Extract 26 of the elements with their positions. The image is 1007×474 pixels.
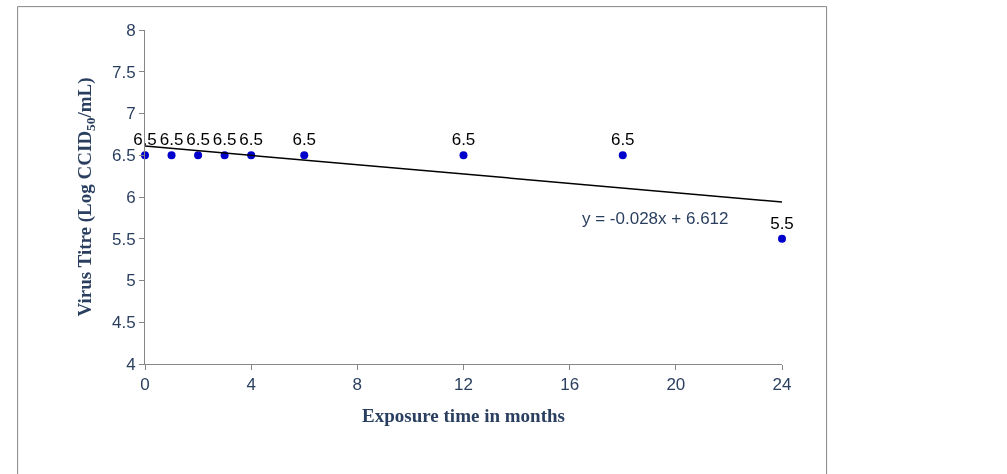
x-tick-label: 24 xyxy=(772,375,792,395)
data-label: 6.5 xyxy=(451,130,476,149)
x-tick-label: 16 xyxy=(560,375,580,395)
x-axis-title: Exposure time in months xyxy=(362,405,565,427)
data-label: 6.5 xyxy=(186,130,210,149)
x-tick-label: 12 xyxy=(454,375,473,395)
data-label: 6.5 xyxy=(239,130,263,149)
x-tick-label: 20 xyxy=(666,375,686,395)
y-tick-label: 6 xyxy=(126,187,136,207)
data-label: 6.5 xyxy=(610,130,635,149)
y-tick-label: 7 xyxy=(126,104,136,124)
annotation: y = -0.028x + 6.612 xyxy=(582,209,729,228)
data-label: 5.5 xyxy=(770,213,794,233)
x-tick-label: 4 xyxy=(246,375,256,395)
y-tick-label: 5.5 xyxy=(111,229,136,249)
x-tick-label: 0 xyxy=(140,375,150,395)
data-label: 6.5 xyxy=(292,130,317,149)
y-tick-label: 5 xyxy=(126,271,136,291)
data-label: 6.5 xyxy=(212,130,237,149)
y-tick-label: 4 xyxy=(126,354,136,374)
y-tick-label: 4.5 xyxy=(111,313,136,333)
y-tick-label: 7.5 xyxy=(111,62,136,82)
data-label: 6.5 xyxy=(159,130,184,149)
y-tick-label: 6.5 xyxy=(111,146,136,166)
y-tick-label: 8 xyxy=(126,20,136,40)
x-tick-label: 8 xyxy=(352,375,363,395)
